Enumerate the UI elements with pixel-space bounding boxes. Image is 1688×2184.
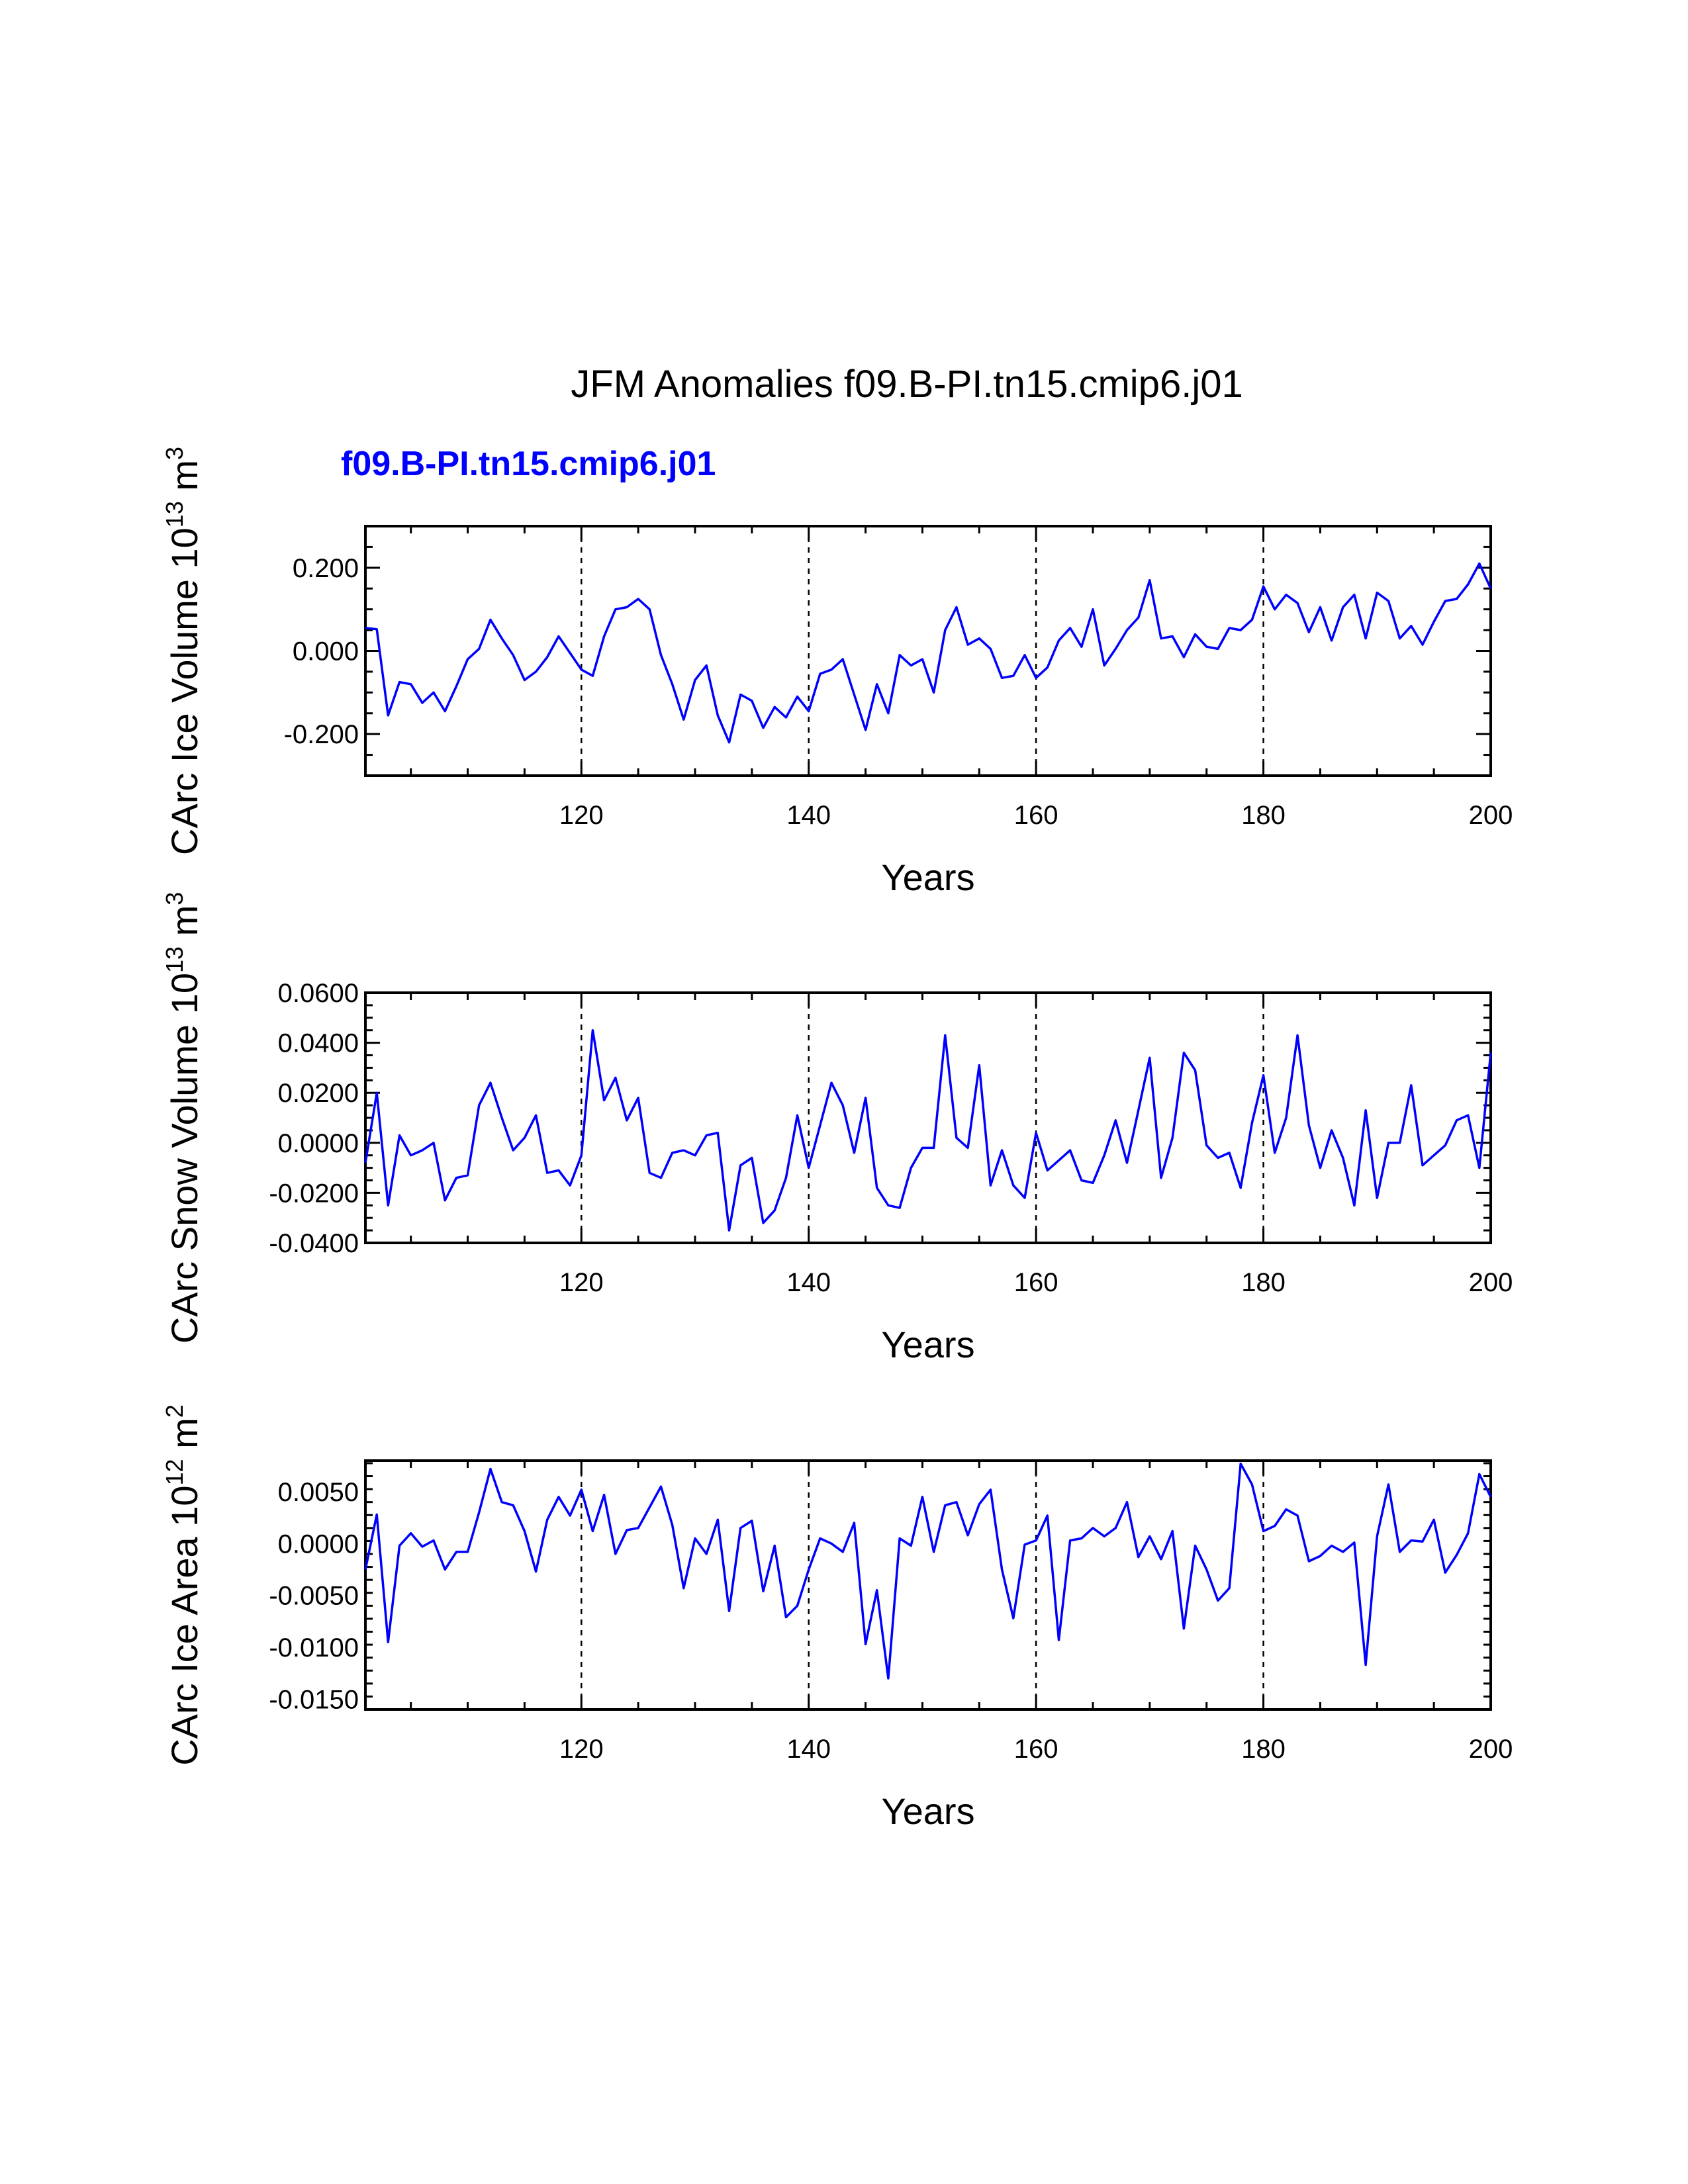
y-tick-label: 0.0050 — [278, 1478, 359, 1507]
y-axis-title: CArc Snow Volume 1013 m3 — [161, 892, 205, 1344]
x-tick-label: 180 — [1241, 801, 1286, 830]
x-tick-label: 200 — [1469, 801, 1513, 830]
y-axis-title-exponent: 13 — [161, 946, 188, 973]
y-tick-label: -0.0150 — [269, 1685, 359, 1714]
plot-frame — [364, 1459, 1492, 1711]
x-axis-title: Years — [881, 1324, 974, 1365]
panel-3: 120 140 160 180 200 -0.0150 -0.0100 -0.0050 0.00… — [161, 1404, 1513, 1832]
x-tick-label: 140 — [786, 1268, 831, 1297]
x-tick-label: 140 — [786, 1735, 831, 1764]
y-axis-title-main: CArc Ice Volume 10 — [164, 527, 205, 855]
y-tick-label: -0.0100 — [269, 1633, 359, 1662]
y-tick-label: 0.0200 — [278, 1079, 359, 1108]
x-tick-label: 120 — [559, 1268, 604, 1297]
series-line — [365, 562, 1492, 744]
panel-2: 120 140 160 180 200 -0.0400 -0.0200 0.0000 0.020… — [161, 892, 1513, 1365]
y-tick-label: 0.200 — [293, 554, 359, 583]
y-axis-title: CArc Ice Area 1012 m2 — [161, 1404, 205, 1766]
figure-subtitle: f09.B-PI.tn15.cmip6.j01 — [341, 445, 716, 483]
x-axis-title: Years — [881, 856, 974, 898]
y-tick-label: 0.0400 — [278, 1029, 359, 1058]
y-axis-title-unit: m — [164, 905, 205, 946]
y-axis-title: CArc Ice Volume 1013 m3 — [161, 447, 205, 855]
x-tick-label: 140 — [786, 801, 831, 830]
y-tick-label: 0.0600 — [278, 979, 359, 1008]
y-axis-title-unit-exponent: 3 — [161, 892, 188, 905]
x-tick-label: 120 — [559, 1735, 604, 1764]
x-tick-label: 180 — [1241, 1268, 1286, 1297]
panel-1: 120 140 160 180 200 -0.200 0.000 0.200 Years CArc… — [161, 447, 1513, 898]
plot-frame — [364, 525, 1492, 777]
x-tick-label: 160 — [1014, 801, 1058, 830]
x-axis-title: Years — [881, 1790, 974, 1832]
x-tick-label: 160 — [1014, 1268, 1058, 1297]
y-tick-label: -0.0400 — [269, 1229, 359, 1258]
y-axis-title-main: CArc Ice Area 10 — [164, 1485, 205, 1765]
y-axis-title-unit: m — [164, 1418, 205, 1459]
y-axis-title-exponent: 13 — [161, 501, 188, 527]
y-tick-label: -0.200 — [284, 720, 359, 749]
y-axis-title-exponent: 12 — [161, 1459, 188, 1485]
x-tick-label: 120 — [559, 801, 604, 830]
y-axis-title-unit-exponent: 3 — [161, 447, 188, 460]
y-axis-title-unit: m — [164, 460, 205, 501]
x-tick-label: 180 — [1241, 1735, 1286, 1764]
series-line — [364, 1028, 1492, 1232]
y-tick-label: -0.0200 — [269, 1179, 359, 1208]
x-tick-label: 160 — [1014, 1735, 1058, 1764]
y-axis-title-unit-exponent: 2 — [161, 1404, 188, 1418]
x-tick-label: 200 — [1469, 1268, 1513, 1297]
panels: 120 140 160 180 200 -0.200 0.000 0.200 Years CArc… — [161, 447, 1513, 1832]
y-tick-label: 0.0000 — [278, 1529, 359, 1559]
y-tick-label: -0.0050 — [269, 1582, 359, 1611]
x-tick-label: 200 — [1469, 1735, 1513, 1764]
figure-title: JFM Anomalies f09.B-PI.tn15.cmip6.j01 — [571, 363, 1243, 406]
y-tick-label: 0.0000 — [278, 1129, 359, 1158]
y-tick-label: 0.000 — [293, 637, 359, 666]
series-line — [364, 1462, 1492, 1680]
y-axis-title-main: CArc Snow Volume 10 — [164, 973, 205, 1343]
